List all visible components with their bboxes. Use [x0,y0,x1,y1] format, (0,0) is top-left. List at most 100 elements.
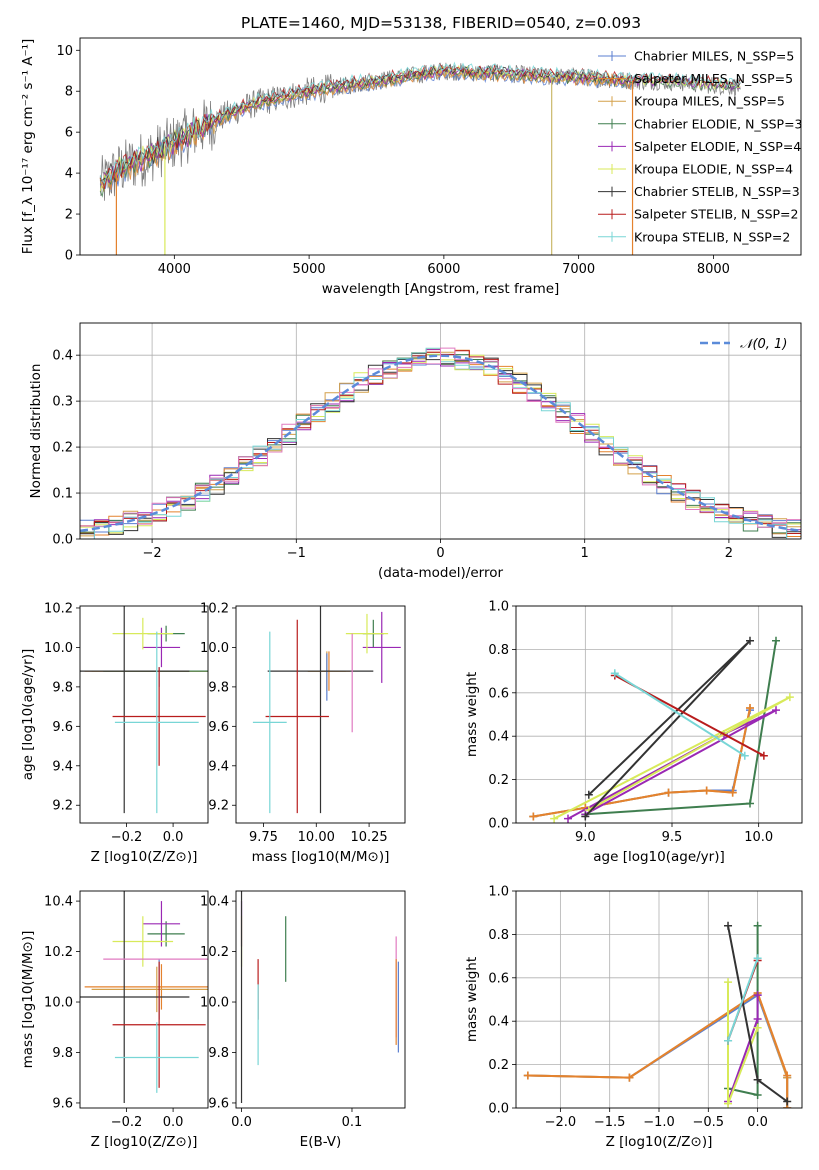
x-tick-label: 5000 [293,262,326,277]
x-axis-label: E(B-V) [300,1134,342,1150]
axes-frame [235,605,406,824]
figure-title: PLATE=1460, MJD=53138, FIBERID=0540, z=0… [241,14,641,32]
x-tick-label: 9.5 [662,830,683,845]
y-tick-label: 9.6 [208,1096,229,1111]
y-tick-label: 1.0 [488,885,509,900]
x-tick-label: −1.5 [594,1115,626,1130]
y-axis-label: age [log10(age/yr)] [20,649,36,781]
errorbar-point-7 [80,606,190,814]
weight-marker [753,1015,762,1024]
weight-line [533,709,751,818]
x-axis-label: (data-model)/error [378,565,504,581]
weight-marker [785,693,794,702]
y-tick-label: 10.0 [200,641,229,656]
weight-marker [550,814,559,823]
y-tick-label: 0.0 [488,1102,509,1117]
x-tick-label: −2 [143,546,162,561]
x-tick-label: 2 [725,546,733,561]
weight-line [567,709,777,820]
weight-marker [581,812,590,821]
weight-series-6 [581,636,754,821]
y-tick-label: 10.4 [200,895,229,910]
y-tick-label: 0.2 [488,773,509,788]
axes-weight-vs-age: 9.0 9.5 10.0 0.0 0.2 0.4 0.6 0.8 1.0 age [log10(a… [464,600,803,865]
x-axis-label: mass [log10(M/M⊙)] [252,849,390,865]
weight-series-5 [550,693,794,823]
x-tick-label: 0 [436,546,444,561]
y-axis-label: mass [log10(M/M⊙)] [20,931,36,1069]
axes-age-vs-Z: −0.2 0.0 9.2 9.4 9.6 9.8 10.0 10.2 Z [log10(Z/Z⊙… [20,601,209,865]
x-tick-label: 8000 [697,262,730,277]
y-tick-label: 0.8 [488,928,509,943]
x-tick-label: −0.2 [111,830,143,845]
axes-residuals: −2 −1 0 1 2 0.0 0.1 0.2 0.3 0.4 (data-model)/error… [28,322,802,581]
weight-line [533,707,751,818]
weight-marker [610,669,619,678]
legend-label-0: Chabrier MILES, N_SSP=5 [634,49,794,64]
weight-marker [724,1036,733,1045]
x-tick-label: 0.0 [163,830,184,845]
legend-label-5: Kroupa ELODIE, N_SSP=4 [634,162,793,177]
x-tick-label: 9.75 [249,830,278,845]
weight-series-0 [529,706,754,821]
y-tick-label: 10.2 [44,601,73,616]
weight-series-6 [724,921,792,1106]
errorbar-point-7 [265,619,329,814]
axes-frame [235,890,406,1109]
y-tick-label: 0.3 [52,395,73,410]
errorbar-point-4 [142,901,181,947]
errorbar-point-5 [142,627,181,668]
weight-marker [746,799,754,808]
y-tick-label: 10.4 [44,895,73,910]
y-tick-label: 0.0 [488,817,509,832]
y-tick-label: 10.2 [200,945,229,960]
y-tick-label: 0.6 [488,971,509,986]
y-tick-label: 9.6 [208,720,229,735]
weight-marker [740,751,749,760]
x-tick-label: 7000 [562,262,595,277]
x-tick-label: 10.25 [350,830,387,845]
weight-marker [564,814,572,823]
errorbar-point-6 [112,617,174,650]
weight-marker [724,921,733,930]
legend-label-4: Salpeter ELODIE, N_SSP=4 [634,139,801,154]
model-line-7 [99,62,741,190]
errorbar-point-0 [84,964,208,1010]
axes-frame [79,37,802,256]
model-line-8 [99,61,741,184]
y-axis-label: mass weight [464,957,480,1042]
x-tick-label: 10.0 [744,830,773,845]
plot-area-weight-vs-age [529,636,794,823]
weight-marker [759,751,768,760]
weight-marker [753,1023,762,1032]
errorbar-point-3 [147,921,185,947]
errorbar-point-5 [112,916,174,967]
errorbar-point-8 [114,1022,199,1093]
y-tick-label: 9.8 [52,1046,73,1061]
weight-series-8 [610,669,749,760]
y-tick-label: 10.0 [200,996,229,1011]
weight-marker [753,991,762,1000]
y-tick-label: 0.4 [488,1015,509,1030]
legend-label-2: Kroupa MILES, N_SSP=5 [634,94,785,109]
weight-series-8 [724,954,762,1045]
axes-weight-vs-Z: −2.0 −1.5 −1.0 −0.5 0.0 0.0 0.2 0.4 0.6 0.8 1.0 Z [… [464,885,803,1150]
plot-area-age-vs-mass [252,606,401,814]
y-tick-label: 9.6 [52,720,73,735]
weight-series-1 [529,703,754,821]
errorbar-point-8 [252,631,287,814]
weight-marker [724,978,733,987]
errorbar-point-4 [362,611,401,683]
y-tick-label: 6 [65,126,73,141]
y-axis-label: Normed distribution [28,364,44,499]
y-tick-label: 8 [65,85,73,100]
x-axis-label: wavelength [Angstrom, rest frame] [322,281,560,297]
x-tick-label: 1 [581,546,589,561]
errorbar-point-6 [267,606,374,814]
weight-marker [746,636,754,645]
y-tick-label: 9.2 [208,799,229,814]
y-tick-label: 0.4 [52,349,73,364]
errorbar-point-7 [112,961,206,1088]
weight-marker [746,703,754,712]
weight-marker [584,790,593,799]
